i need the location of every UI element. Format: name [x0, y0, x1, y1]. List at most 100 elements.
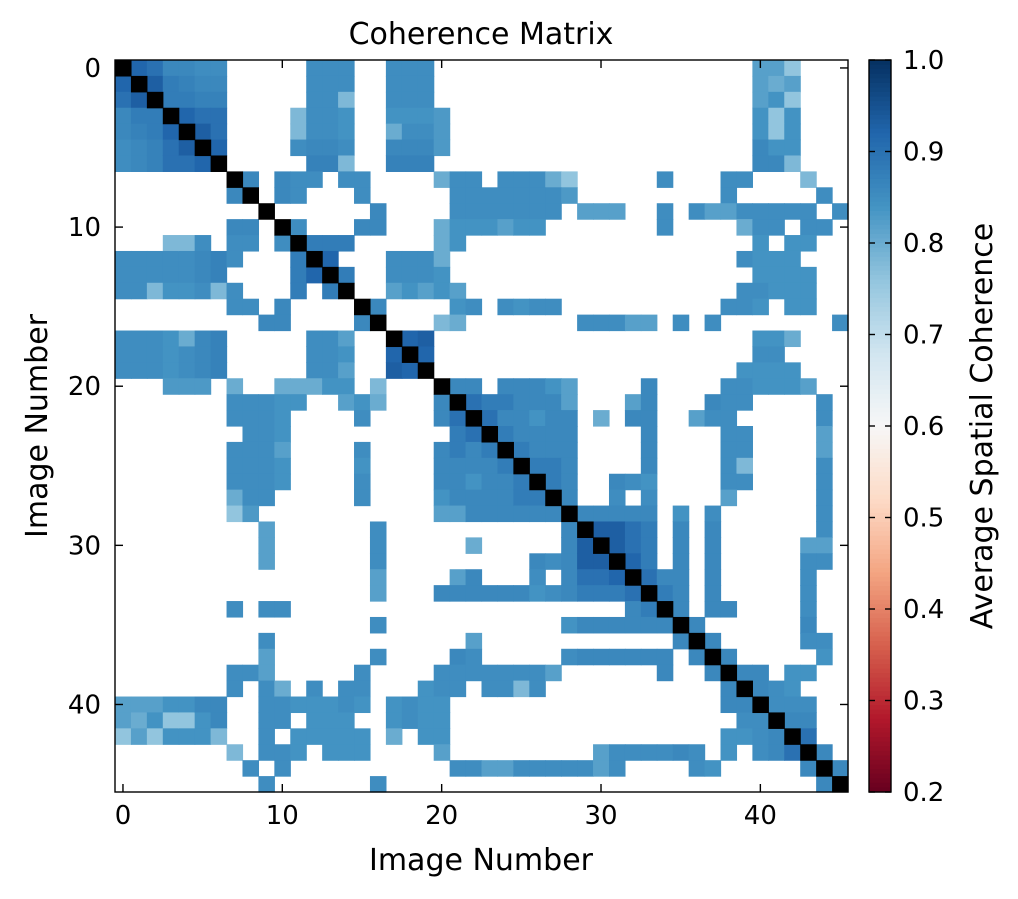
heatmap-cell	[784, 266, 801, 284]
heatmap-diagonal-cell	[752, 696, 769, 714]
heatmap-cell	[401, 330, 419, 348]
heatmap-cell	[816, 394, 833, 411]
heatmap-cell	[784, 680, 801, 698]
colorbar-segment	[869, 718, 891, 724]
heatmap-cell	[258, 410, 275, 427]
heatmap-cell	[258, 537, 275, 554]
heatmap-cell	[433, 473, 451, 491]
heatmap-cell	[545, 426, 562, 443]
heatmap-cell	[338, 378, 355, 395]
heatmap-cell	[130, 346, 148, 363]
heatmap-cell	[306, 712, 323, 729]
heatmap-cell	[178, 712, 196, 729]
heatmap-cell	[624, 537, 642, 554]
colorbar-segment	[869, 128, 891, 134]
heatmap-cell	[768, 123, 785, 141]
heatmap-cell	[529, 171, 546, 188]
heatmap-cell	[306, 696, 323, 714]
heatmap-cell	[800, 378, 817, 395]
heatmap-cell	[178, 696, 196, 714]
colorbar-segment	[869, 544, 891, 551]
heatmap-cell	[290, 282, 307, 300]
colorbar-segment	[869, 325, 891, 331]
y-axis-label: Image Number	[20, 313, 55, 538]
heatmap-cell	[369, 776, 387, 793]
heatmap-cell	[338, 75, 355, 93]
colorbar: 0.2 0.3 0.4 0.5 0.6 0.7 0.8 0.9 1.0	[868, 46, 944, 808]
heatmap-cell	[178, 60, 196, 77]
heatmap-cell	[322, 60, 339, 77]
heatmap-cell	[146, 282, 164, 300]
heatmap-cell	[226, 187, 244, 204]
heatmap-cell	[433, 410, 451, 427]
heatmap-cell	[226, 457, 244, 475]
heatmap-cell	[736, 664, 753, 682]
heatmap-cell	[784, 203, 801, 220]
heatmap-cell	[577, 648, 594, 666]
colorbar-segment	[869, 357, 891, 363]
heatmap-cell	[529, 219, 546, 236]
heatmap-cell	[369, 648, 387, 666]
heatmap-cell	[417, 346, 435, 363]
heatmap-cell	[752, 680, 769, 698]
colorbar-segment	[869, 256, 891, 262]
heatmap-cell	[226, 235, 244, 252]
heatmap-cell	[290, 107, 307, 125]
heatmap-cell	[577, 553, 594, 570]
heatmap-cell	[720, 394, 738, 411]
heatmap-cell	[465, 171, 483, 188]
heatmap-diagonal-cell	[146, 91, 164, 109]
colorbar-segment	[869, 526, 891, 532]
heatmap-cell	[656, 664, 674, 682]
heatmap-cell	[194, 282, 212, 300]
colorbar-segment	[869, 343, 891, 349]
heatmap-cell	[656, 171, 674, 188]
heatmap-cell	[258, 728, 275, 745]
colorbar-segment	[869, 407, 891, 413]
heatmap-cell	[736, 712, 753, 729]
colorbar-segment	[869, 371, 891, 377]
heatmap-cell	[274, 171, 291, 188]
colorbar-segment	[869, 467, 891, 473]
heatmap-cell	[338, 712, 355, 729]
heatmap-cell	[513, 489, 530, 507]
heatmap-cell	[338, 330, 355, 348]
heatmap-cell	[417, 60, 435, 77]
colorbar-segment	[869, 133, 891, 139]
heatmap-cell	[226, 298, 244, 316]
heatmap-cell	[800, 203, 817, 220]
colorbar-segment	[869, 490, 891, 496]
heatmap-cell	[720, 473, 738, 491]
heatmap-cell	[481, 664, 499, 682]
heatmap-cell	[465, 489, 483, 507]
heatmap-cell	[115, 139, 132, 157]
heatmap-cell	[800, 266, 817, 284]
heatmap-cell	[465, 187, 483, 204]
heatmap-cell	[768, 346, 785, 363]
heatmap-cell	[433, 282, 451, 300]
colorbar-tick-label: 0.3	[903, 687, 944, 717]
heatmap-cell	[306, 235, 323, 252]
heatmap-cell	[529, 426, 546, 443]
heatmap-cell	[210, 75, 228, 93]
heatmap-cell	[130, 91, 148, 109]
heatmap-cell	[385, 266, 403, 284]
colorbar-segment	[869, 567, 891, 573]
colorbar-segment	[869, 233, 891, 240]
colorbar-segment	[869, 773, 891, 779]
heatmap-cell	[417, 266, 435, 284]
heatmap-cell	[545, 553, 562, 570]
heatmap-cell	[354, 696, 371, 714]
heatmap-cell	[768, 282, 785, 300]
heatmap-cell	[752, 91, 769, 109]
heatmap-cell	[274, 394, 291, 411]
heatmap-cell	[322, 235, 339, 252]
heatmap-diagonal-cell	[832, 776, 849, 793]
heatmap-cell	[481, 760, 499, 777]
colorbar-segment	[869, 444, 891, 450]
heatmap-cell	[465, 441, 483, 459]
colorbar-segment	[869, 215, 891, 221]
heatmap-cell	[481, 585, 499, 602]
heatmap-diagonal-cell	[115, 60, 132, 77]
heatmap-cell	[194, 266, 212, 284]
